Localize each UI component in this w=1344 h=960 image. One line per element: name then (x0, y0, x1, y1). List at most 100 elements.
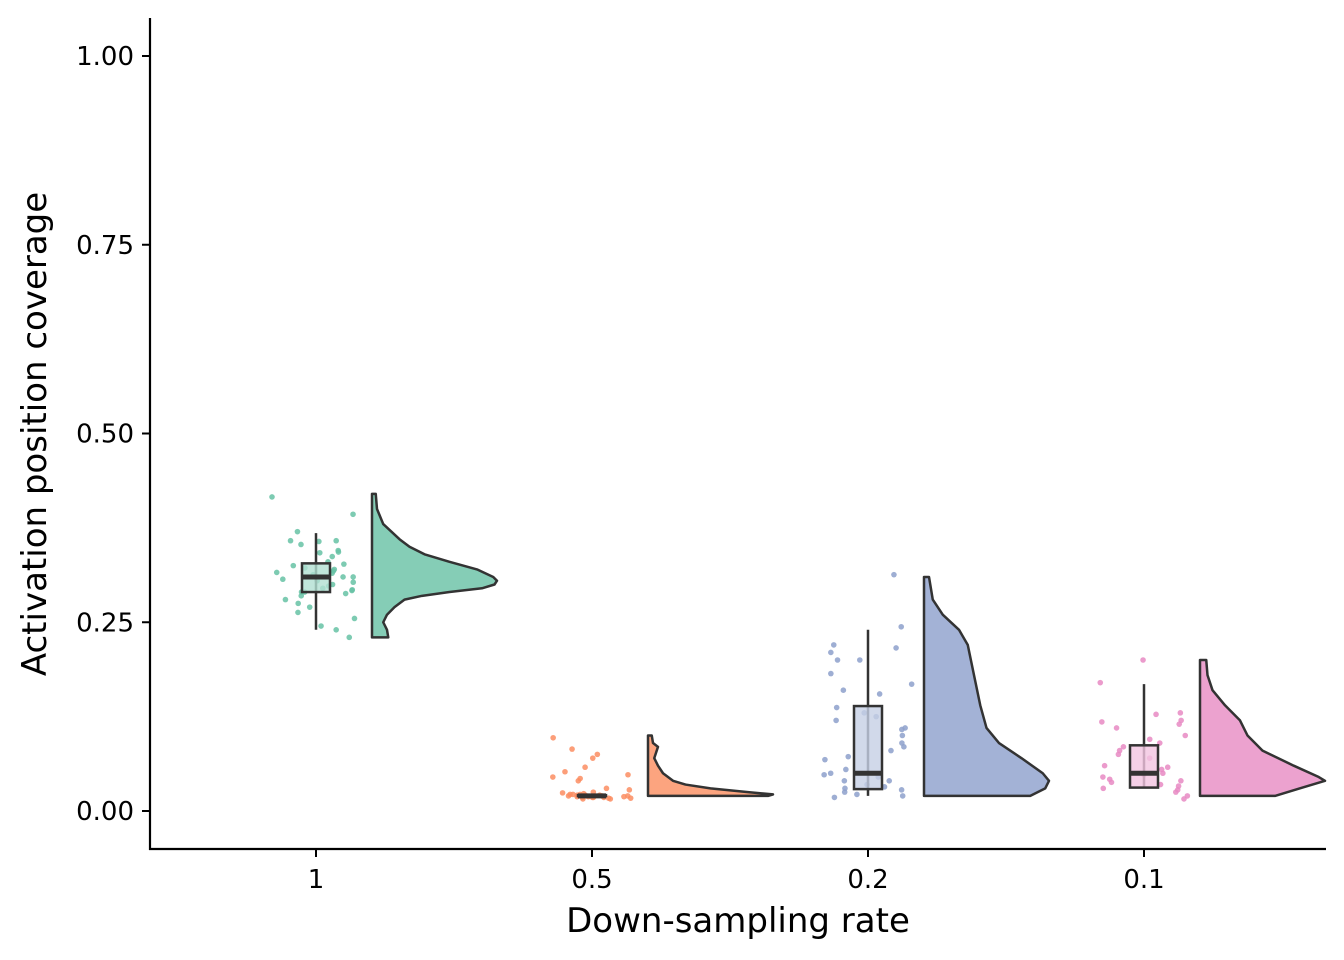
data-point (899, 793, 906, 799)
data-point (1099, 719, 1105, 725)
x-tick-label: 1 (308, 865, 325, 895)
data-point (350, 511, 356, 518)
data-point (830, 642, 837, 648)
violin (370, 492, 499, 639)
data-point (843, 766, 849, 773)
data-point (295, 600, 301, 607)
data-point (888, 747, 894, 754)
data-point (329, 553, 336, 560)
data-point (335, 549, 342, 555)
data-point (1100, 785, 1107, 792)
data-point (822, 756, 828, 763)
data-point (1178, 778, 1184, 784)
data-point (1108, 779, 1115, 786)
data-point (1164, 764, 1171, 771)
data-point (1100, 774, 1106, 780)
data-point (627, 795, 634, 801)
data-point (282, 596, 289, 603)
data-point (854, 791, 860, 798)
violin (922, 575, 1051, 798)
data-point (1146, 736, 1153, 743)
x-tick-label: 0.1 (1123, 865, 1164, 895)
data-point (550, 734, 556, 741)
data-point (273, 569, 280, 576)
data-point (290, 562, 297, 569)
data-point (886, 778, 893, 784)
data-point (567, 791, 573, 798)
data-point (891, 571, 897, 578)
data-point (831, 794, 838, 801)
data-point (1177, 710, 1184, 716)
data-point (340, 574, 346, 580)
data-point (833, 717, 839, 724)
data-point (876, 691, 883, 697)
data-point (899, 726, 905, 733)
data-point (1153, 711, 1159, 718)
data-point (1176, 721, 1183, 727)
data-point (841, 778, 848, 784)
data-point (845, 753, 852, 760)
group-1 (269, 492, 499, 641)
y-tick-label: 0.50 (76, 420, 134, 450)
data-point (898, 623, 905, 630)
data-point (295, 609, 301, 616)
data-point (342, 590, 349, 597)
data-point (908, 681, 915, 687)
data-point (1115, 751, 1122, 758)
data-point (550, 774, 556, 780)
data-point (828, 649, 834, 656)
data-point (569, 746, 575, 752)
data-point (318, 623, 324, 629)
data-point (333, 627, 339, 633)
data-point (821, 771, 827, 778)
data-point (316, 549, 323, 556)
data-point (840, 687, 847, 693)
data-point (298, 541, 304, 548)
data-point (901, 744, 907, 750)
y-axis-title: Activation position coverage (15, 192, 55, 676)
group-0.1 (1097, 657, 1327, 802)
data-point (350, 579, 357, 586)
data-point (899, 732, 906, 739)
data-point (298, 593, 305, 599)
data-point (603, 785, 610, 792)
data-point (621, 793, 627, 800)
data-point (827, 770, 834, 777)
data-point (280, 576, 286, 583)
data-point (589, 755, 596, 761)
data-point (351, 615, 358, 622)
data-point (582, 764, 588, 771)
data-point (1140, 657, 1146, 663)
data-point (625, 771, 631, 778)
group-0.2 (821, 571, 1051, 801)
data-point (841, 789, 848, 795)
data-point (1182, 732, 1189, 739)
data-point (316, 538, 322, 545)
data-point (562, 768, 568, 775)
y-tick-label: 1.00 (76, 42, 134, 72)
x-ticks: 1 0.5 0.2 0.1 (308, 849, 1165, 895)
data-point (898, 787, 905, 793)
data-point (594, 751, 601, 758)
x-tick-label: 0.2 (847, 865, 888, 895)
data-point (1181, 796, 1187, 802)
data-point (287, 537, 294, 544)
data-point (607, 796, 614, 802)
box (1128, 744, 1160, 789)
data-point (626, 787, 633, 793)
group-0.5 (550, 734, 775, 802)
data-point (893, 645, 899, 651)
data-point (269, 494, 275, 500)
y-tick-label: 0.25 (76, 608, 134, 638)
data-point (856, 657, 863, 663)
box (852, 704, 884, 791)
data-point (333, 537, 339, 544)
data-point (559, 790, 566, 796)
y-tick-label: 0.00 (76, 797, 134, 827)
y-tick-label: 0.75 (76, 231, 134, 261)
data-point (1173, 789, 1179, 795)
x-axis-title: Down-sampling rate (566, 901, 910, 941)
data-point (346, 634, 353, 641)
violin (1198, 658, 1327, 798)
